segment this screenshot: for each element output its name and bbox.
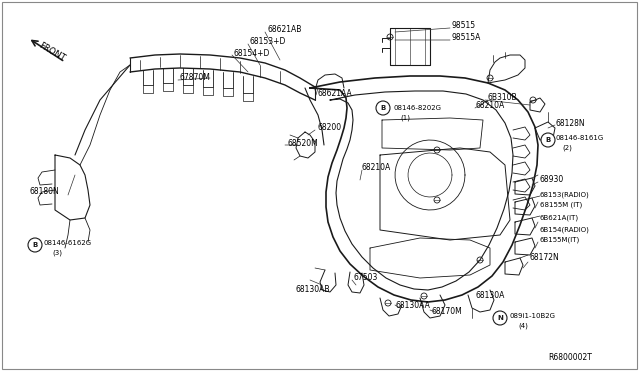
Text: 68520M: 68520M (288, 138, 319, 148)
Text: 08146-8161G: 08146-8161G (556, 135, 604, 141)
Text: 6B310B: 6B310B (488, 93, 518, 103)
Text: B: B (545, 137, 550, 143)
Text: (1): (1) (400, 115, 410, 121)
Text: 67870M: 67870M (180, 74, 211, 83)
Text: R6800002T: R6800002T (548, 353, 592, 362)
Text: B: B (380, 105, 386, 111)
Text: N: N (497, 315, 503, 321)
Text: FRONT: FRONT (37, 41, 67, 63)
Text: 68180N: 68180N (30, 187, 60, 196)
Text: 68130AA: 68130AA (395, 301, 430, 310)
Text: 98515: 98515 (452, 22, 476, 31)
Text: 68128N: 68128N (556, 119, 586, 128)
Text: (3): (3) (52, 250, 62, 256)
Text: 6B621A(IT): 6B621A(IT) (540, 215, 579, 221)
Text: (4): (4) (518, 323, 528, 329)
Text: 089i1-10B2G: 089i1-10B2G (510, 313, 556, 319)
Text: (2): (2) (562, 145, 572, 151)
Circle shape (376, 101, 390, 115)
Text: 6B154(RADIO): 6B154(RADIO) (540, 227, 590, 233)
Text: 68153+D: 68153+D (250, 38, 286, 46)
Text: 67503: 67503 (354, 273, 378, 282)
Text: 08146-6162G: 08146-6162G (44, 240, 92, 246)
Text: 68130AB: 68130AB (295, 285, 330, 295)
Text: 68621AB: 68621AB (268, 26, 302, 35)
Text: 68130A: 68130A (475, 291, 504, 299)
Text: B: B (33, 242, 38, 248)
Text: 68930: 68930 (540, 176, 564, 185)
Text: 68621AA: 68621AA (318, 90, 353, 99)
Circle shape (493, 311, 507, 325)
Text: 98515A: 98515A (452, 33, 481, 42)
Text: 68172N: 68172N (530, 253, 560, 263)
Circle shape (28, 238, 42, 252)
Text: 68153(RADIO): 68153(RADIO) (540, 192, 589, 198)
Text: 68154+D: 68154+D (234, 48, 270, 58)
Text: 08146-8202G: 08146-8202G (393, 105, 441, 111)
Text: 68200: 68200 (318, 124, 342, 132)
Circle shape (541, 133, 555, 147)
Text: 68170M: 68170M (432, 308, 463, 317)
Text: 68155M (IT): 68155M (IT) (540, 202, 582, 208)
Text: 68210A: 68210A (362, 164, 391, 173)
Text: 68210A: 68210A (476, 102, 505, 110)
Text: 6B155M(IT): 6B155M(IT) (540, 237, 580, 243)
